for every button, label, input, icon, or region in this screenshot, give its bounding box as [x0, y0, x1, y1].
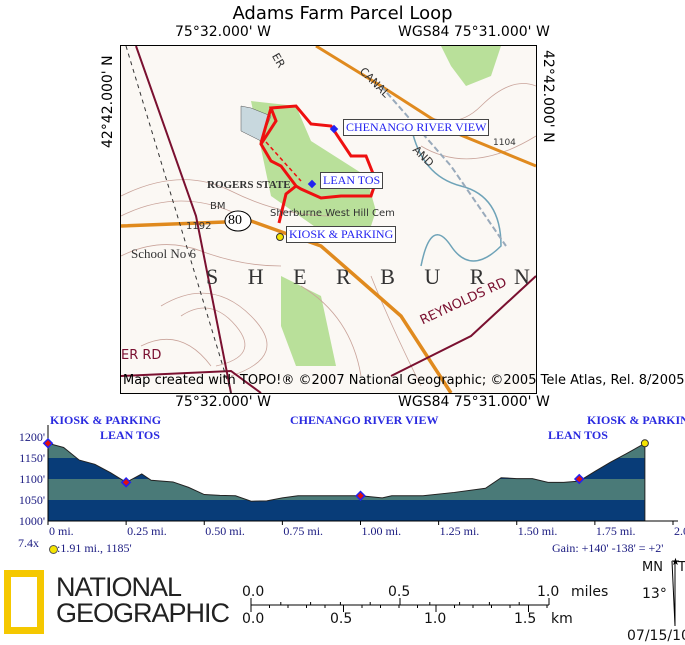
km-tick-3: 1.5	[514, 611, 537, 627]
bm-label: BM	[210, 201, 226, 212]
route-shield	[224, 210, 252, 232]
elevation-profile-chart: 1000' 1050' 1100' 1150' 1200' 0 mi. 0.25 mi. 0.…	[19, 425, 685, 535]
vegetation	[251, 46, 501, 366]
map-credit: Map created with TOPO!® ©2007 National G…	[123, 373, 685, 388]
declination: 13°	[642, 586, 667, 602]
page-title: Adams Farm Parcel Loop	[232, 3, 453, 24]
trail-spur	[265, 141, 302, 182]
river	[410, 125, 502, 267]
profile-label-kiosk-start: KIOSK & PARKING	[50, 413, 162, 427]
waypoint-marker	[355, 490, 366, 502]
y-tick-label: 1000'	[19, 514, 45, 528]
er-rd-label: ER RD	[121, 348, 162, 363]
magnetic-north-label: MN	[642, 560, 663, 575]
profile-label-leantos-1: LEAN TOS	[100, 428, 160, 442]
x-tick-label: 0.75 mi.	[283, 524, 323, 535]
profile-label-kiosk-end: KIOSK & PARKING	[587, 413, 685, 427]
miles-tick-0: 0.0	[242, 584, 265, 600]
svg-text:★: ★	[671, 557, 680, 568]
highway-north	[315, 46, 536, 168]
bottom-left-coord: 75°32.000' W	[175, 394, 271, 410]
left-lat: 42°42.000' N	[100, 55, 116, 148]
national-geographic-logo-icon	[4, 570, 44, 634]
x-tick-label: 1.00 mi.	[362, 524, 402, 535]
miles-unit: miles	[571, 584, 609, 600]
gain-readout: Gain: +140' -138' = +2'	[552, 541, 664, 555]
cursor-readout: :1.91 mi., 1185'	[57, 541, 132, 555]
x-tick-label: 1.75 mi.	[596, 524, 636, 535]
cursor-dot-icon	[49, 545, 58, 554]
waypoint-chenango-label[interactable]: CHENANGO RIVER VIEW	[343, 119, 490, 136]
y-tick-label: 1150'	[19, 451, 45, 465]
elev-label: 1192	[186, 221, 212, 232]
national-geographic-logo: NATIONAL GEOGRAPHIC	[56, 572, 230, 628]
y-tick-label: 1050'	[19, 493, 45, 507]
waypoint-marker	[42, 437, 54, 449]
waypoint-chenango-marker[interactable]	[329, 124, 339, 134]
x-tick-label: 0 mi.	[49, 524, 74, 535]
waypoint-kiosk-label[interactable]: KIOSK & PARKING	[286, 226, 397, 243]
route-number: 80	[228, 213, 242, 228]
road-south	[121, 369, 262, 393]
x-tick-label: 0.50 mi.	[205, 524, 245, 535]
highway-80	[121, 219, 453, 393]
date: 07/15/10	[627, 628, 685, 644]
topo-map[interactable]: 80 ROGERS STATE Sherburne West Hill Cem …	[120, 45, 537, 394]
km-tick-1: 0.5	[330, 611, 353, 627]
scale-bar	[250, 598, 550, 612]
waypoint-marker	[120, 477, 132, 488]
waypoint-marker	[573, 473, 585, 485]
waypoint-leantos-marker[interactable]	[307, 179, 317, 189]
profile-label-leantos-2: LEAN TOS	[548, 428, 608, 442]
km-tick-2: 1.0	[424, 611, 447, 627]
contours	[121, 83, 536, 387]
school-label: School No 6	[131, 246, 196, 261]
canal	[380, 85, 507, 247]
north-arrow-icon: ★	[671, 557, 680, 627]
miles-tick-1: 0.5	[388, 584, 411, 600]
town-label: S H E R B U R N	[206, 264, 537, 289]
reynolds-road	[390, 275, 536, 377]
rogers-label: ROGERS STATE	[207, 179, 291, 191]
exaggeration-label: 7.4x	[18, 536, 39, 550]
trail-route	[259, 104, 378, 224]
y-tick-label: 1100'	[19, 472, 45, 486]
top-left-coord: 75°32.000' W	[175, 24, 271, 40]
right-lat: 42°42.000' N	[540, 50, 556, 143]
waypoint-leantos-label[interactable]: LEAN TOS	[320, 172, 384, 189]
spot-elev: 1104	[493, 138, 516, 148]
miles-tick-2: 1.0	[537, 584, 560, 600]
profile-label-chenango: CHENANGO RIVER VIEW	[290, 413, 439, 427]
y-tick-label: 1200'	[19, 430, 45, 444]
map-graphics	[121, 46, 536, 393]
x-tick-label: 0.25 mi.	[127, 524, 167, 535]
elevation-band	[48, 500, 645, 521]
road-west	[135, 46, 232, 393]
km-unit: km	[551, 611, 573, 627]
x-tick-label: 1.50 mi.	[518, 524, 558, 535]
top-right-coord: WGS84 75°31.000' W	[398, 24, 550, 40]
cem-label: Sherburne West Hill Cem	[270, 208, 395, 219]
bottom-right-coord: WGS84 75°31.000' W	[398, 394, 550, 410]
cursor-marker	[640, 439, 649, 448]
waypoint-kiosk-marker[interactable]	[276, 233, 284, 241]
true-north-label: T	[678, 560, 685, 575]
km-tick-0: 0.0	[242, 611, 265, 627]
x-tick-label: 2.00 mi.	[674, 524, 685, 535]
logo-text: NATIONAL GEOGRAPHIC	[56, 572, 230, 628]
x-tick-label: 1.25 mi.	[440, 524, 480, 535]
